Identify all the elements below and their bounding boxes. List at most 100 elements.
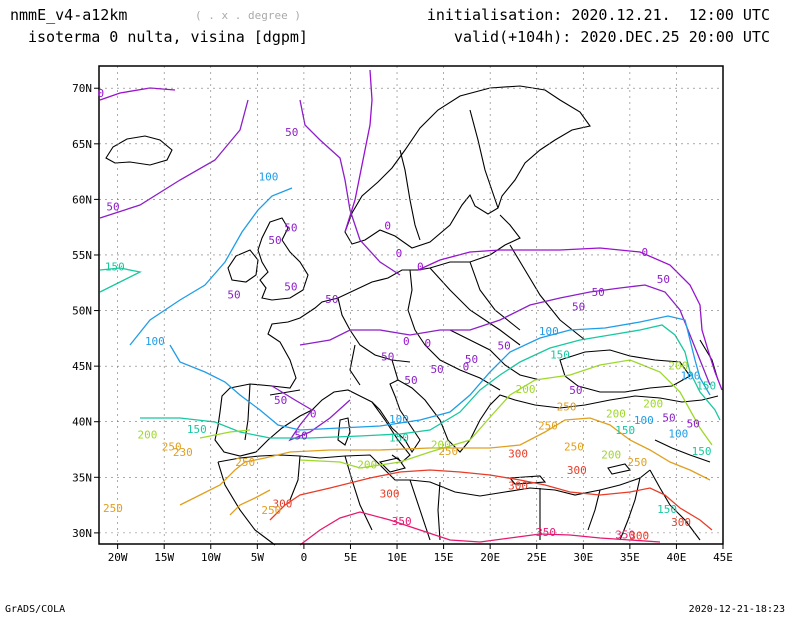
contour-label-50: 50 [498, 339, 511, 352]
contour-label-150: 150 [389, 432, 409, 445]
contour-label-250: 250 [438, 445, 458, 458]
sicily-coast [378, 457, 406, 473]
contour-150 [99, 267, 721, 439]
contour-label-0: 0 [424, 337, 431, 350]
contour-label-300: 300 [508, 447, 528, 460]
crete-coast [508, 475, 547, 485]
init-time: initialisation: 2020.12.21. 12:00 UTC [426, 6, 770, 24]
lon-label: 40E [666, 551, 686, 564]
contour-label-100: 100 [259, 170, 279, 183]
contour-50-south [271, 385, 351, 442]
contour-label-50: 50 [465, 353, 478, 366]
contour-label-150: 150 [657, 503, 677, 516]
lon-label: 5W [251, 551, 265, 564]
lon-label: 5E [344, 551, 357, 564]
contour-label-150: 150 [696, 379, 716, 392]
scandinavia-coast [344, 85, 591, 249]
lat-label: 30N [72, 527, 92, 540]
contour-label-200: 200 [668, 359, 688, 372]
map-frame [98, 65, 724, 545]
lon-label: 15W [154, 551, 174, 564]
contour-label-200: 200 [643, 397, 663, 410]
iceland-coast [105, 135, 173, 166]
contour-label-350: 350 [536, 526, 556, 539]
lon-label: 45E [713, 551, 733, 564]
contour-label-250: 230 [173, 446, 193, 459]
lat-label: 40N [72, 416, 92, 429]
contour-label-300: 300 [508, 480, 528, 493]
contour-label-250: 250 [564, 441, 584, 454]
footer-software: GrADS/COLA [5, 604, 66, 615]
contour-label-50: 50 [662, 412, 675, 425]
lat-label: 70N [72, 82, 92, 95]
lon-label: 15E [434, 551, 454, 564]
contour-100 [129, 187, 711, 431]
valid-time: valid(+104h): 2020.DEC.25 20:00 UTC [453, 28, 770, 46]
lat-label: 35N [72, 471, 92, 484]
contour-label-150: 150 [187, 423, 207, 436]
red-sea-coast [649, 469, 701, 541]
contour-label-200: 200 [431, 438, 451, 451]
contour-label-0: 0 [463, 361, 470, 374]
contour-label-300: 300 [629, 530, 649, 543]
contour-label-50: 50 [106, 201, 119, 214]
contour-label-150: 150 [105, 261, 125, 274]
lat-label: 55N [72, 249, 92, 262]
lon-label: 20W [108, 551, 128, 564]
contour-label-50: 50 [657, 273, 670, 286]
sardinia-coast [337, 417, 351, 446]
contour-label-50: 50 [687, 417, 700, 430]
contour-label-150: 150 [615, 424, 635, 437]
contour-300 [269, 469, 713, 531]
contour-label-50: 50 [325, 293, 338, 306]
contour-200 [199, 359, 713, 469]
contour-label-350: 350 [615, 528, 635, 541]
contour-label-50: 50 [294, 430, 307, 443]
contour-label-100: 100 [634, 414, 654, 427]
contour-labels: 0505010050501505050501000000505050100505… [98, 87, 717, 542]
contour-label-50: 50 [381, 351, 394, 364]
contour-label-0: 0 [403, 335, 410, 348]
contour-label-100: 100 [539, 325, 559, 338]
footer-timestamp: 2020-12-21-18:23 [688, 604, 785, 615]
contour-label-0: 0 [641, 246, 648, 259]
lat-label: 60N [72, 193, 92, 206]
finland-border [469, 109, 499, 209]
ireland-coast [227, 249, 259, 283]
contour-label-50: 50 [404, 374, 417, 387]
contour-label-0: 0 [310, 407, 317, 420]
contour-label-0: 0 [384, 219, 391, 232]
europe-coast [214, 269, 719, 457]
contour-label-100: 100 [389, 413, 409, 426]
model-name: nmmE_v4-a12km [10, 6, 128, 24]
axis-ticks [94, 87, 724, 549]
longitude-labels: 20W 15W 10W 5W 0 5E 10E 15E 20E 25E 30E 35E 40E 45E [108, 551, 733, 564]
contour-label-250: 250 [627, 456, 647, 469]
contour-label-50: 50 [284, 222, 297, 235]
contour-50-north [99, 99, 401, 276]
black-sea-coast [559, 349, 691, 393]
contour-label-200: 200 [357, 458, 377, 471]
contour-50-east [299, 284, 711, 386]
east-borders [437, 439, 711, 541]
units-hint: ( . x . degree ) [195, 9, 301, 22]
baltic-coast [417, 214, 521, 271]
europe-borders [244, 244, 586, 441]
britain-coast [257, 217, 309, 301]
contour-label-250: 250 [162, 441, 182, 454]
contour-label-200: 200 [516, 383, 536, 396]
contour-label-50: 50 [274, 394, 287, 407]
contour-label-50: 50 [285, 126, 298, 139]
contour-lines [99, 69, 723, 546]
lat-label: 65N [72, 138, 92, 151]
contour-label-0: 0 [417, 261, 424, 274]
lon-label: 25E [527, 551, 547, 564]
contour-label-250: 250 [103, 502, 123, 515]
maghreb-borders [217, 455, 431, 546]
contour-label-250: 250 [235, 456, 255, 469]
contour-250 [179, 417, 711, 516]
contour-label-50: 50 [572, 301, 585, 314]
contour-label-150: 150 [550, 348, 570, 361]
lon-label: 10E [387, 551, 407, 564]
